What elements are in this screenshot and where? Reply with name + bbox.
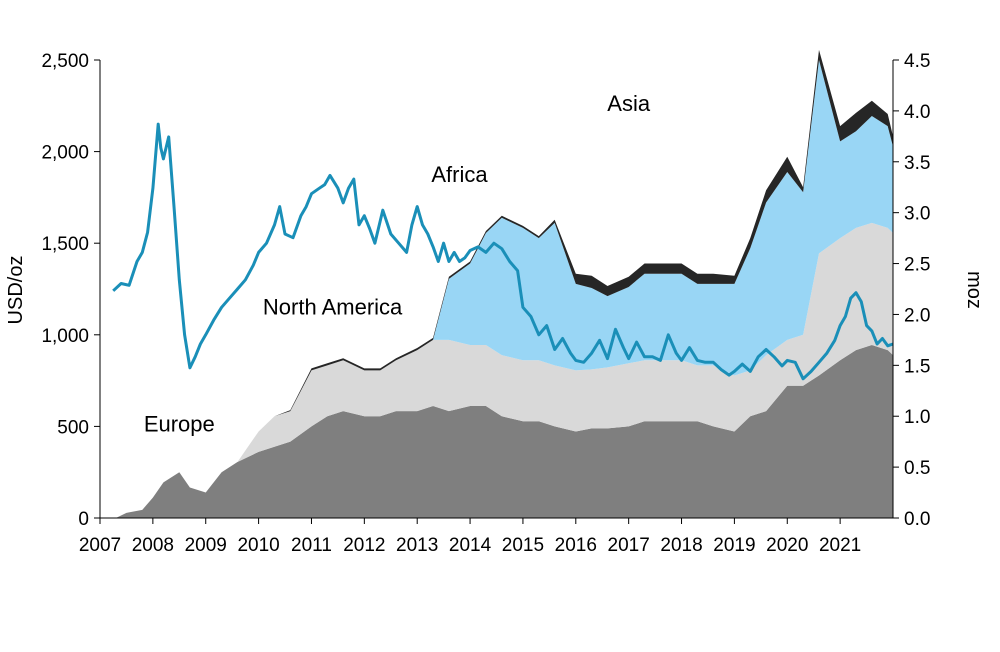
y-right-tick-label: 1.0: [904, 407, 930, 428]
label-europe: Europe: [144, 411, 215, 436]
x-tick-label: 2021: [819, 535, 861, 556]
y-right-tick-label: 1.5: [904, 356, 930, 377]
x-tick-label: 2017: [608, 535, 650, 556]
y-axis-left-title: USD/oz: [5, 256, 27, 325]
y-left-tick-label: 2,500: [41, 51, 89, 72]
label-africa: Africa: [431, 162, 488, 187]
y-left-tick-label: 0: [78, 509, 89, 530]
x-tick-label: 2012: [343, 535, 385, 556]
area-north-america: [115, 222, 894, 518]
x-tick-label: 2019: [713, 535, 755, 556]
x-tick-label: 2018: [660, 535, 702, 556]
y-right-tick-label: 4.0: [904, 102, 930, 123]
x-tick-label: 2011: [291, 535, 332, 556]
x-tick-label: 2010: [237, 535, 279, 556]
x-tick-label: 2015: [502, 535, 544, 556]
y-left-tick-label: 2,000: [41, 143, 89, 164]
y-left-tick-label: 500: [57, 417, 89, 438]
price-line: [112, 122, 894, 381]
area-africa: [115, 60, 894, 518]
y-right-tick-label: 4.5: [904, 51, 930, 72]
x-tick-label: 2009: [185, 535, 227, 556]
stacked-areas: [115, 49, 894, 518]
x-tick-label: 2016: [555, 535, 597, 556]
region-labels: Asia Africa North America Europe: [144, 91, 651, 437]
y-right-tick-label: 0.0: [904, 509, 930, 530]
y-right-tick-label: 2.5: [904, 255, 930, 276]
label-north-america: North America: [263, 294, 403, 319]
x-tick-label: 2014: [449, 535, 492, 556]
area-europe: [115, 344, 894, 518]
x-tick-label: 2020: [766, 535, 808, 556]
x-tick-label: 2008: [132, 535, 174, 556]
axes: 2007 2008 2009 2010 2011 2012 2013 2014 2015 2016…: [41, 51, 930, 556]
y-right-tick-label: 3.5: [904, 153, 930, 174]
price-series: [112, 122, 894, 381]
y-right-tick-label: 0.5: [904, 458, 930, 479]
y-left-tick-label: 1,000: [41, 326, 89, 347]
y-axis-right-title: moz: [963, 271, 985, 309]
y-right-tick-label: 2.0: [904, 305, 930, 326]
x-tick-label: 2013: [396, 535, 438, 556]
label-asia: Asia: [607, 91, 651, 116]
x-tick-label: 2007: [79, 535, 121, 556]
y-left-tick-label: 1,500: [41, 234, 89, 255]
y-right-tick-label: 3.0: [904, 204, 930, 225]
